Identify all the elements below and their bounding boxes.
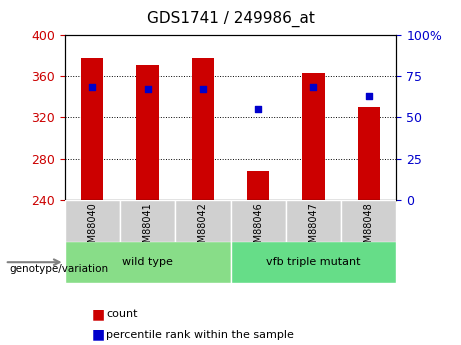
- Point: [254, 106, 262, 112]
- Bar: [81, 58, 103, 200]
- Bar: [358, 107, 380, 200]
- Bar: [302, 73, 325, 200]
- Text: count: count: [106, 309, 137, 319]
- Text: GSM88041: GSM88041: [142, 202, 153, 255]
- FancyBboxPatch shape: [341, 200, 396, 242]
- Point: [365, 93, 372, 99]
- Text: ■: ■: [92, 307, 105, 321]
- Bar: [247, 171, 269, 200]
- Text: percentile rank within the sample: percentile rank within the sample: [106, 330, 294, 339]
- Point: [199, 86, 207, 92]
- FancyBboxPatch shape: [175, 200, 230, 242]
- Point: [144, 86, 151, 92]
- Text: GDS1741 / 249986_at: GDS1741 / 249986_at: [147, 10, 314, 27]
- Text: wild type: wild type: [122, 257, 173, 267]
- Text: GSM88042: GSM88042: [198, 202, 208, 255]
- FancyBboxPatch shape: [65, 200, 120, 242]
- Text: vfb triple mutant: vfb triple mutant: [266, 257, 361, 267]
- FancyBboxPatch shape: [230, 241, 396, 283]
- Text: ■: ■: [92, 328, 105, 342]
- FancyBboxPatch shape: [230, 200, 286, 242]
- Point: [89, 85, 96, 90]
- Point: [310, 85, 317, 90]
- Text: GSM88047: GSM88047: [308, 202, 319, 255]
- Bar: [136, 65, 159, 200]
- Text: genotype/variation: genotype/variation: [9, 264, 108, 274]
- FancyBboxPatch shape: [65, 241, 230, 283]
- FancyBboxPatch shape: [120, 200, 175, 242]
- Text: GSM88040: GSM88040: [87, 202, 97, 255]
- Text: GSM88048: GSM88048: [364, 202, 374, 255]
- Bar: [192, 58, 214, 200]
- FancyBboxPatch shape: [286, 200, 341, 242]
- Text: GSM88046: GSM88046: [253, 202, 263, 255]
